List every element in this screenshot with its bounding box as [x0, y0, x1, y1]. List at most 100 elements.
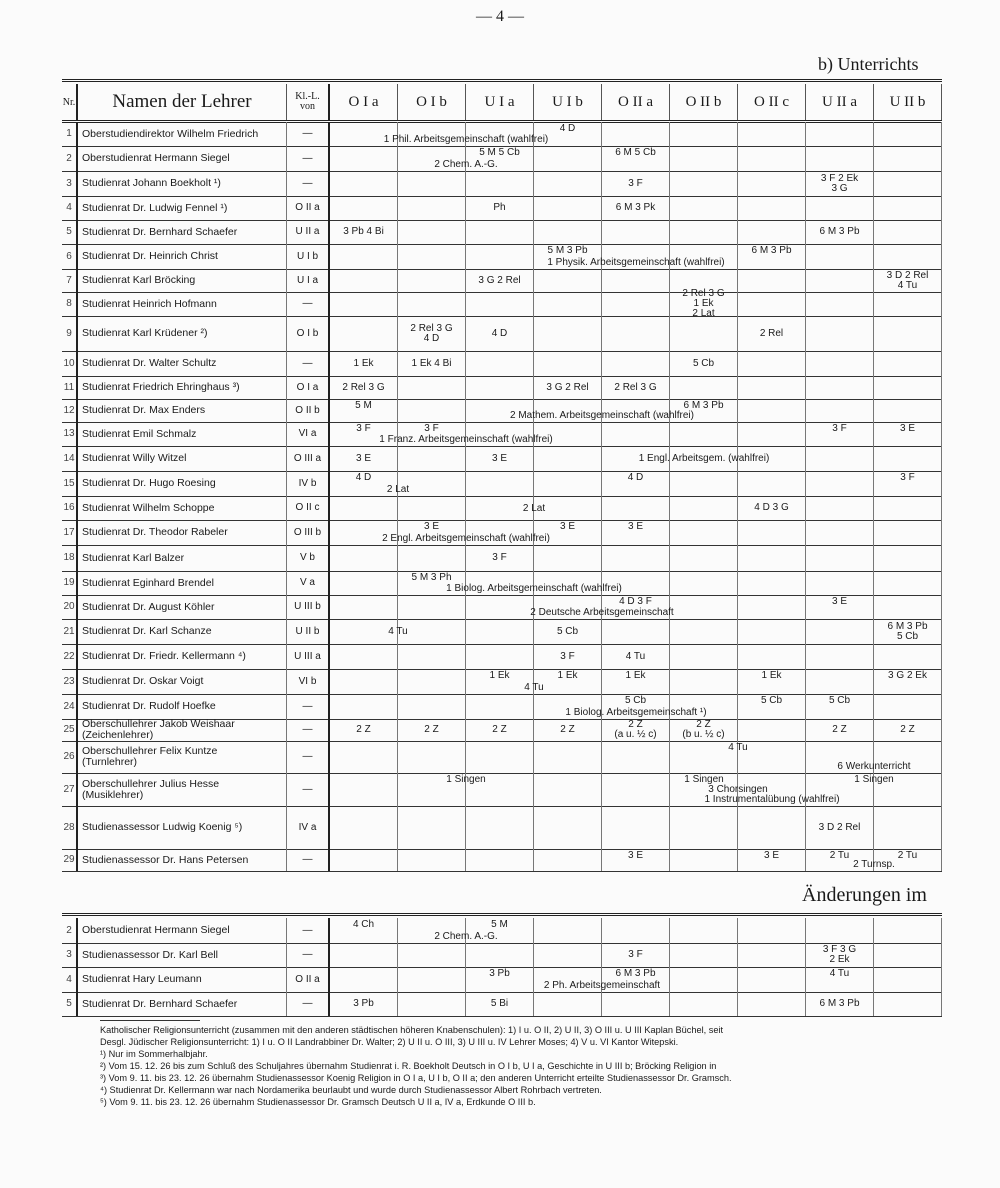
lesson-cell	[670, 269, 738, 292]
lesson-cell	[738, 520, 806, 545]
lesson-cell: 4 D	[330, 471, 398, 496]
lesson-cell	[466, 694, 534, 719]
lesson-cell	[534, 773, 602, 806]
lesson-cell	[670, 992, 738, 1016]
lesson-cell: 2 Rel 3 G	[602, 376, 670, 399]
lesson-cell	[670, 545, 738, 571]
lesson-cell	[534, 471, 602, 496]
lesson-cell: 1 Ek	[534, 669, 602, 694]
lesson-cell: 4 D	[466, 316, 534, 351]
lesson-cell	[602, 269, 670, 292]
lesson-cell	[874, 918, 942, 943]
teacher-name: Studienrat Dr. Friedr. Kellermann ⁴)	[78, 644, 287, 669]
header-kl: Kl.-L. von	[287, 84, 330, 120]
row-number: 18	[62, 545, 78, 571]
lesson-cell: 1 Ek 4 Bi	[398, 351, 466, 376]
lesson-cell: 5 M	[330, 399, 398, 422]
row-number: 16	[62, 496, 78, 520]
lesson-cell	[602, 292, 670, 316]
lesson-cell: 2 Tu	[806, 849, 874, 871]
teacher-name: Studienrat Dr. Rudolf Hoefke	[78, 694, 287, 719]
lesson-cell	[670, 122, 738, 146]
lesson-cell	[330, 122, 398, 146]
lesson-cell	[330, 595, 398, 619]
table-row: 16 Studienrat Wilhelm Schoppe O II c 4 D 3 …	[62, 496, 942, 521]
lesson-cell	[534, 741, 602, 773]
lesson-cell	[874, 741, 942, 773]
table-row: 5 Studienrat Dr. Bernhard Schaefer —3 Pb 5 …	[62, 992, 942, 1017]
spanning-lesson: 2 Turnsp.	[853, 859, 895, 870]
row-number: 17	[62, 520, 78, 545]
teacher-name: Studienassessor Ludwig Koenig ⁵)	[78, 806, 287, 849]
lesson-cell	[466, 619, 534, 644]
row-number: 2	[62, 146, 78, 171]
lesson-cell	[330, 316, 398, 351]
lesson-cell: 3 E	[534, 520, 602, 545]
lesson-cell: 1 Ek	[602, 669, 670, 694]
lesson-cell: 6 M 3 Pk	[602, 196, 670, 220]
lesson-cell: 3 F	[398, 422, 466, 446]
class-teacher-of: VI a	[287, 422, 330, 446]
lesson-cell: 5 M 3 Ph	[398, 571, 466, 595]
lesson-cell	[602, 619, 670, 644]
class-teacher-of: O II b	[287, 399, 330, 422]
lesson-cell	[398, 943, 466, 967]
lesson-cell	[534, 422, 602, 446]
header-class-5: O II b	[670, 84, 738, 120]
row-number: 14	[62, 446, 78, 471]
teacher-name: Studienrat Dr. Max Enders	[78, 399, 287, 422]
lesson-cell	[534, 545, 602, 571]
lesson-cell	[806, 376, 874, 399]
lesson-cell: 6 M 3 Pb	[602, 967, 670, 992]
lesson-cell	[466, 376, 534, 399]
page-number: — 4 —	[476, 8, 524, 25]
lesson-cell	[398, 471, 466, 496]
lesson-cell	[534, 595, 602, 619]
lesson-cell: 5 M 5 Cb	[466, 146, 534, 171]
lesson-cell	[670, 669, 738, 694]
row-number: 19	[62, 571, 78, 595]
lesson-cell: 2 Rel	[738, 316, 806, 351]
lesson-cell: 3 F	[602, 943, 670, 967]
lesson-cell	[330, 146, 398, 171]
lesson-cell	[806, 571, 874, 595]
lesson-cell	[738, 471, 806, 496]
spanning-lesson: 2 Lat	[522, 502, 546, 514]
class-teacher-of: —	[287, 741, 330, 773]
lesson-cell: 3 E	[602, 520, 670, 545]
lesson-cell: 2 Rel 3 G 4 D	[398, 316, 466, 351]
lesson-cell: 5 Bi	[466, 992, 534, 1016]
spanning-lesson: 2 Chem. A.-G.	[434, 931, 498, 942]
table-row: 26 Oberschullehrer Felix Kuntze (Turnlehr…	[62, 741, 942, 774]
teacher-name: Oberschullehrer Jakob Weishaar (Zeichenl…	[78, 719, 287, 741]
lesson-cell: 2 Z	[330, 719, 398, 741]
lesson-cell	[874, 292, 942, 316]
class-teacher-of: VI b	[287, 669, 330, 694]
lesson-cell	[330, 619, 398, 644]
lesson-cell	[670, 806, 738, 849]
lesson-cell	[738, 719, 806, 741]
table-row: 29 Studienassessor Dr. Hans Petersen — 3 E 3…	[62, 849, 942, 872]
lesson-cell	[534, 694, 602, 719]
lesson-cell	[330, 545, 398, 571]
lesson-cell	[738, 446, 806, 471]
lesson-cell: 1 Ek	[330, 351, 398, 376]
lesson-cell	[602, 806, 670, 849]
row-number: 25	[62, 719, 78, 741]
lesson-cell	[534, 849, 602, 871]
spanning-lesson: 4 Tu	[388, 626, 408, 637]
lesson-cell	[534, 269, 602, 292]
lesson-cell	[874, 496, 942, 520]
lesson-cell	[330, 943, 398, 967]
teacher-name: Studienrat Dr. Bernhard Schaefer	[78, 220, 287, 244]
table-row: 25 Oberschullehrer Jakob Weishaar (Zeiche…	[62, 719, 942, 742]
lesson-cell	[806, 471, 874, 496]
teacher-name: Studienrat Karl Balzer	[78, 545, 287, 571]
lesson-cell	[330, 644, 398, 669]
lesson-cell	[806, 399, 874, 422]
table-row: 7 Studienrat Karl Bröcking U I a 3 G 2 Rel 3…	[62, 269, 942, 293]
row-number: 26	[62, 741, 78, 773]
